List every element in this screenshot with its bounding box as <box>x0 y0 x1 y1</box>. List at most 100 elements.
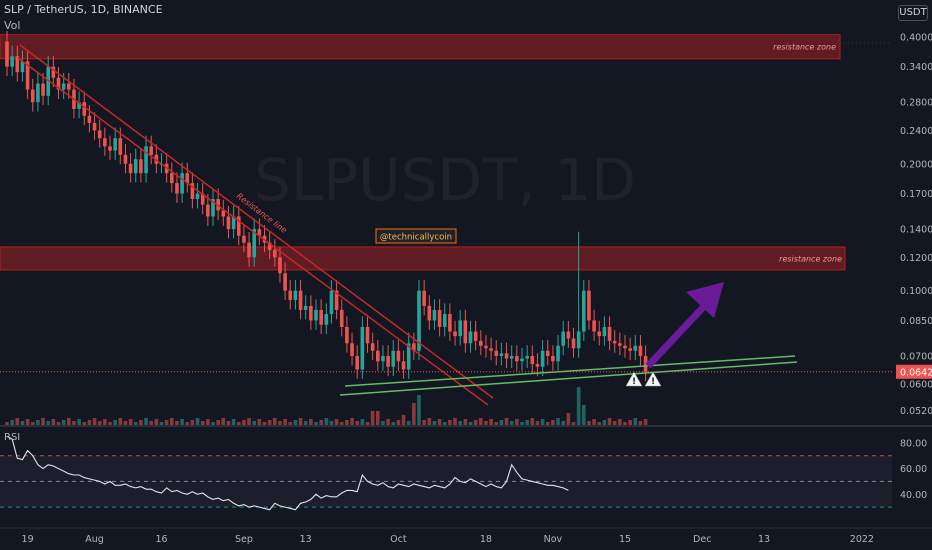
volume-bar <box>278 421 282 425</box>
rsi-line <box>6 435 569 511</box>
volume-bar <box>175 421 179 425</box>
volume-bar <box>149 421 153 425</box>
candle-body <box>257 229 262 236</box>
candle-body <box>319 309 323 325</box>
volume-bar <box>515 419 519 425</box>
volume-bar <box>545 422 550 425</box>
volume-bar <box>103 419 107 425</box>
candle-body <box>82 102 87 116</box>
volume-bar <box>473 420 478 425</box>
volume-bar <box>551 420 555 425</box>
price-tick-label: 0.3400 <box>900 62 932 73</box>
volume-bar <box>185 422 190 425</box>
candle-body <box>293 290 298 301</box>
volume-bar <box>345 420 349 425</box>
volume-bar <box>494 422 499 425</box>
volume-bar <box>535 421 540 425</box>
volume-bar <box>339 422 344 425</box>
volume-bar <box>190 420 195 425</box>
resistance-zone-label-top: resistance zone <box>773 43 836 52</box>
candle-body <box>221 210 226 217</box>
volume-bar <box>406 421 411 425</box>
candle-body <box>587 290 591 321</box>
volume-bar <box>154 419 159 425</box>
candle-body <box>5 41 9 67</box>
volume-bar <box>293 420 298 425</box>
current-price-label: 0.0642 <box>900 367 932 378</box>
candle-body <box>309 305 313 321</box>
candle-body <box>484 345 488 349</box>
candle-body <box>242 235 246 243</box>
candle-body <box>479 340 483 346</box>
candle-body <box>113 138 117 151</box>
candle-body <box>10 56 14 67</box>
volume-bar <box>432 421 437 425</box>
volume-bar <box>427 418 432 425</box>
chart-title: SLP / TetherUS, 1D, BINANCE <box>4 3 163 16</box>
volume-bar <box>566 413 571 425</box>
candle-body <box>36 83 40 103</box>
candle-body <box>520 358 524 362</box>
time-tick-label: 13 <box>758 534 770 545</box>
candle-body <box>211 199 215 217</box>
volume-bar <box>442 422 447 425</box>
volume-bar <box>61 420 66 425</box>
candle-body <box>273 249 277 258</box>
resistance-trendline-upper <box>19 44 494 399</box>
candle-body <box>149 146 153 155</box>
volume-bar <box>113 420 117 425</box>
volume-bar <box>350 418 354 425</box>
candle-body <box>504 353 509 359</box>
volume-bar <box>489 419 493 425</box>
volume-bar <box>355 421 359 425</box>
candle-body <box>139 159 143 174</box>
candle-body <box>67 83 71 90</box>
candle-body <box>20 61 25 73</box>
time-tick-label: 15 <box>619 534 631 545</box>
candle-body <box>56 77 61 90</box>
volume-bar <box>216 420 220 425</box>
candle-body <box>530 355 535 364</box>
candle-body <box>51 66 56 78</box>
time-tick-label: Sep <box>235 534 253 545</box>
candle-body <box>628 348 632 351</box>
volume-bar <box>324 418 329 425</box>
time-tick-label: Dec <box>693 534 711 545</box>
price-tick-label: 0.1700 <box>900 189 932 200</box>
volume-bar <box>242 420 246 425</box>
volume-bar <box>20 421 25 425</box>
candle-body <box>576 331 581 349</box>
price-tick-label: 0.0600 <box>900 380 932 391</box>
warning-glyph: ! <box>651 377 655 387</box>
volume-bar <box>231 419 236 425</box>
volume-bar <box>628 420 632 425</box>
volume-bar <box>571 422 576 425</box>
volume-bar <box>288 422 293 425</box>
candle-body <box>592 320 596 332</box>
candle-body <box>602 326 607 337</box>
price-tick-label: 0.0700 <box>900 351 932 362</box>
volume-bar <box>592 419 596 425</box>
rsi-tick-label: 40.00 <box>900 490 927 501</box>
current-price-badge <box>896 364 932 379</box>
price-tick-label: 0.1400 <box>900 225 932 236</box>
candle-body <box>288 290 293 301</box>
price-tick-label: 0.1000 <box>900 286 932 297</box>
candle-body <box>92 122 97 131</box>
candle-body <box>41 83 45 96</box>
volume-bar <box>638 421 643 425</box>
price-tick-label: 0.4000 <box>900 32 932 43</box>
volume-bar <box>412 403 416 425</box>
volume-bar <box>597 422 602 425</box>
candle-body <box>324 314 329 325</box>
time-tick-label: 2022 <box>850 534 874 545</box>
candle-body <box>417 290 421 351</box>
volume-bar <box>319 420 323 425</box>
candle-body <box>643 355 648 372</box>
candle-body <box>597 331 602 337</box>
candle-body <box>226 216 231 230</box>
volume-bar <box>108 422 112 425</box>
time-tick-label: 13 <box>300 534 312 545</box>
currency-button[interactable]: USDT <box>898 5 928 21</box>
resistance-zone-top <box>0 34 841 60</box>
